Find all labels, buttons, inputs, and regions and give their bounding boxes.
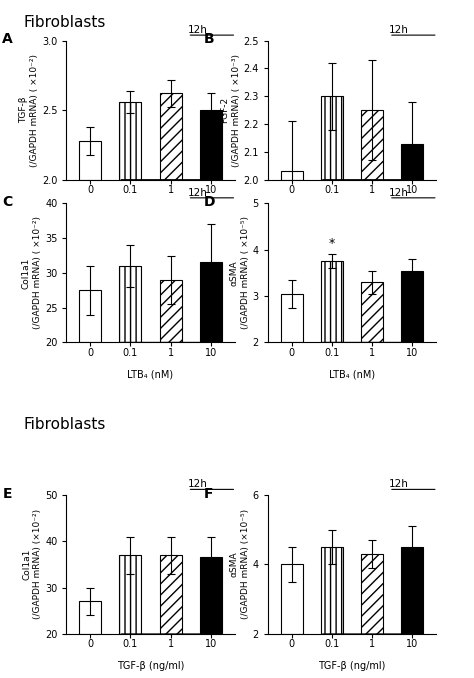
Bar xyxy=(119,555,141,634)
Text: D: D xyxy=(204,195,215,209)
Y-axis label: Col1a1
(/GAPDH mRNA) ( ×10⁻²): Col1a1 (/GAPDH mRNA) ( ×10⁻²) xyxy=(22,216,42,330)
Bar xyxy=(361,282,383,342)
X-axis label: LTB₄ (nM): LTB₄ (nM) xyxy=(128,206,173,216)
Bar xyxy=(281,294,303,342)
Text: *: * xyxy=(329,237,335,250)
X-axis label: LTB₄ (nM): LTB₄ (nM) xyxy=(329,369,375,379)
X-axis label: TGF-β (ng/ml): TGF-β (ng/ml) xyxy=(318,660,386,671)
Text: B: B xyxy=(204,33,215,46)
Text: Fibroblasts: Fibroblasts xyxy=(24,417,106,432)
Text: C: C xyxy=(2,195,13,209)
Bar xyxy=(401,547,423,634)
Bar xyxy=(160,280,182,342)
X-axis label: TGF-β (ng/ml): TGF-β (ng/ml) xyxy=(117,660,184,671)
Bar xyxy=(321,261,343,342)
Bar xyxy=(160,94,182,180)
Text: 12h: 12h xyxy=(389,188,409,198)
Text: F: F xyxy=(204,487,213,500)
Y-axis label: TGF-β
(/GAPDH mRNA) ( ×10⁻²): TGF-β (/GAPDH mRNA) ( ×10⁻²) xyxy=(19,54,39,167)
Bar xyxy=(160,555,182,634)
Bar xyxy=(79,141,101,180)
Bar xyxy=(321,96,343,180)
Y-axis label: Col1a1
(/GAPDH mRNA) (×10⁻²): Col1a1 (/GAPDH mRNA) (×10⁻²) xyxy=(22,509,42,620)
Text: 12h: 12h xyxy=(188,25,208,35)
Bar xyxy=(281,564,303,634)
Bar xyxy=(281,172,303,180)
Text: 12h: 12h xyxy=(389,479,409,490)
Bar xyxy=(401,271,423,342)
Bar xyxy=(200,557,222,634)
Text: Fibroblasts: Fibroblasts xyxy=(24,15,106,30)
Text: E: E xyxy=(2,487,12,500)
Bar xyxy=(361,111,383,180)
Text: 12h: 12h xyxy=(188,479,208,490)
Bar xyxy=(79,290,101,342)
Bar xyxy=(119,102,141,180)
Bar xyxy=(321,547,343,634)
Bar xyxy=(200,111,222,180)
Y-axis label: αSMA
(/GAPDH mRNA) (×10⁻⁵): αSMA (/GAPDH mRNA) (×10⁻⁵) xyxy=(230,509,250,620)
Y-axis label: FGF-2
(/GAPDH mRNA) ( ×10⁻³): FGF-2 (/GAPDH mRNA) ( ×10⁻³) xyxy=(220,54,240,167)
Bar xyxy=(119,266,141,342)
X-axis label: LTB₄ (nM): LTB₄ (nM) xyxy=(329,206,375,216)
X-axis label: LTB₄ (nM): LTB₄ (nM) xyxy=(128,369,173,379)
Text: 12h: 12h xyxy=(389,25,409,35)
Y-axis label: αSMA
(/GAPDH mRNA) ( ×10⁻⁵): αSMA (/GAPDH mRNA) ( ×10⁻⁵) xyxy=(230,216,250,330)
Text: 12h: 12h xyxy=(188,188,208,198)
Bar xyxy=(401,144,423,180)
Text: A: A xyxy=(2,33,13,46)
Bar xyxy=(79,601,101,634)
Bar xyxy=(361,554,383,634)
Bar xyxy=(200,262,222,342)
